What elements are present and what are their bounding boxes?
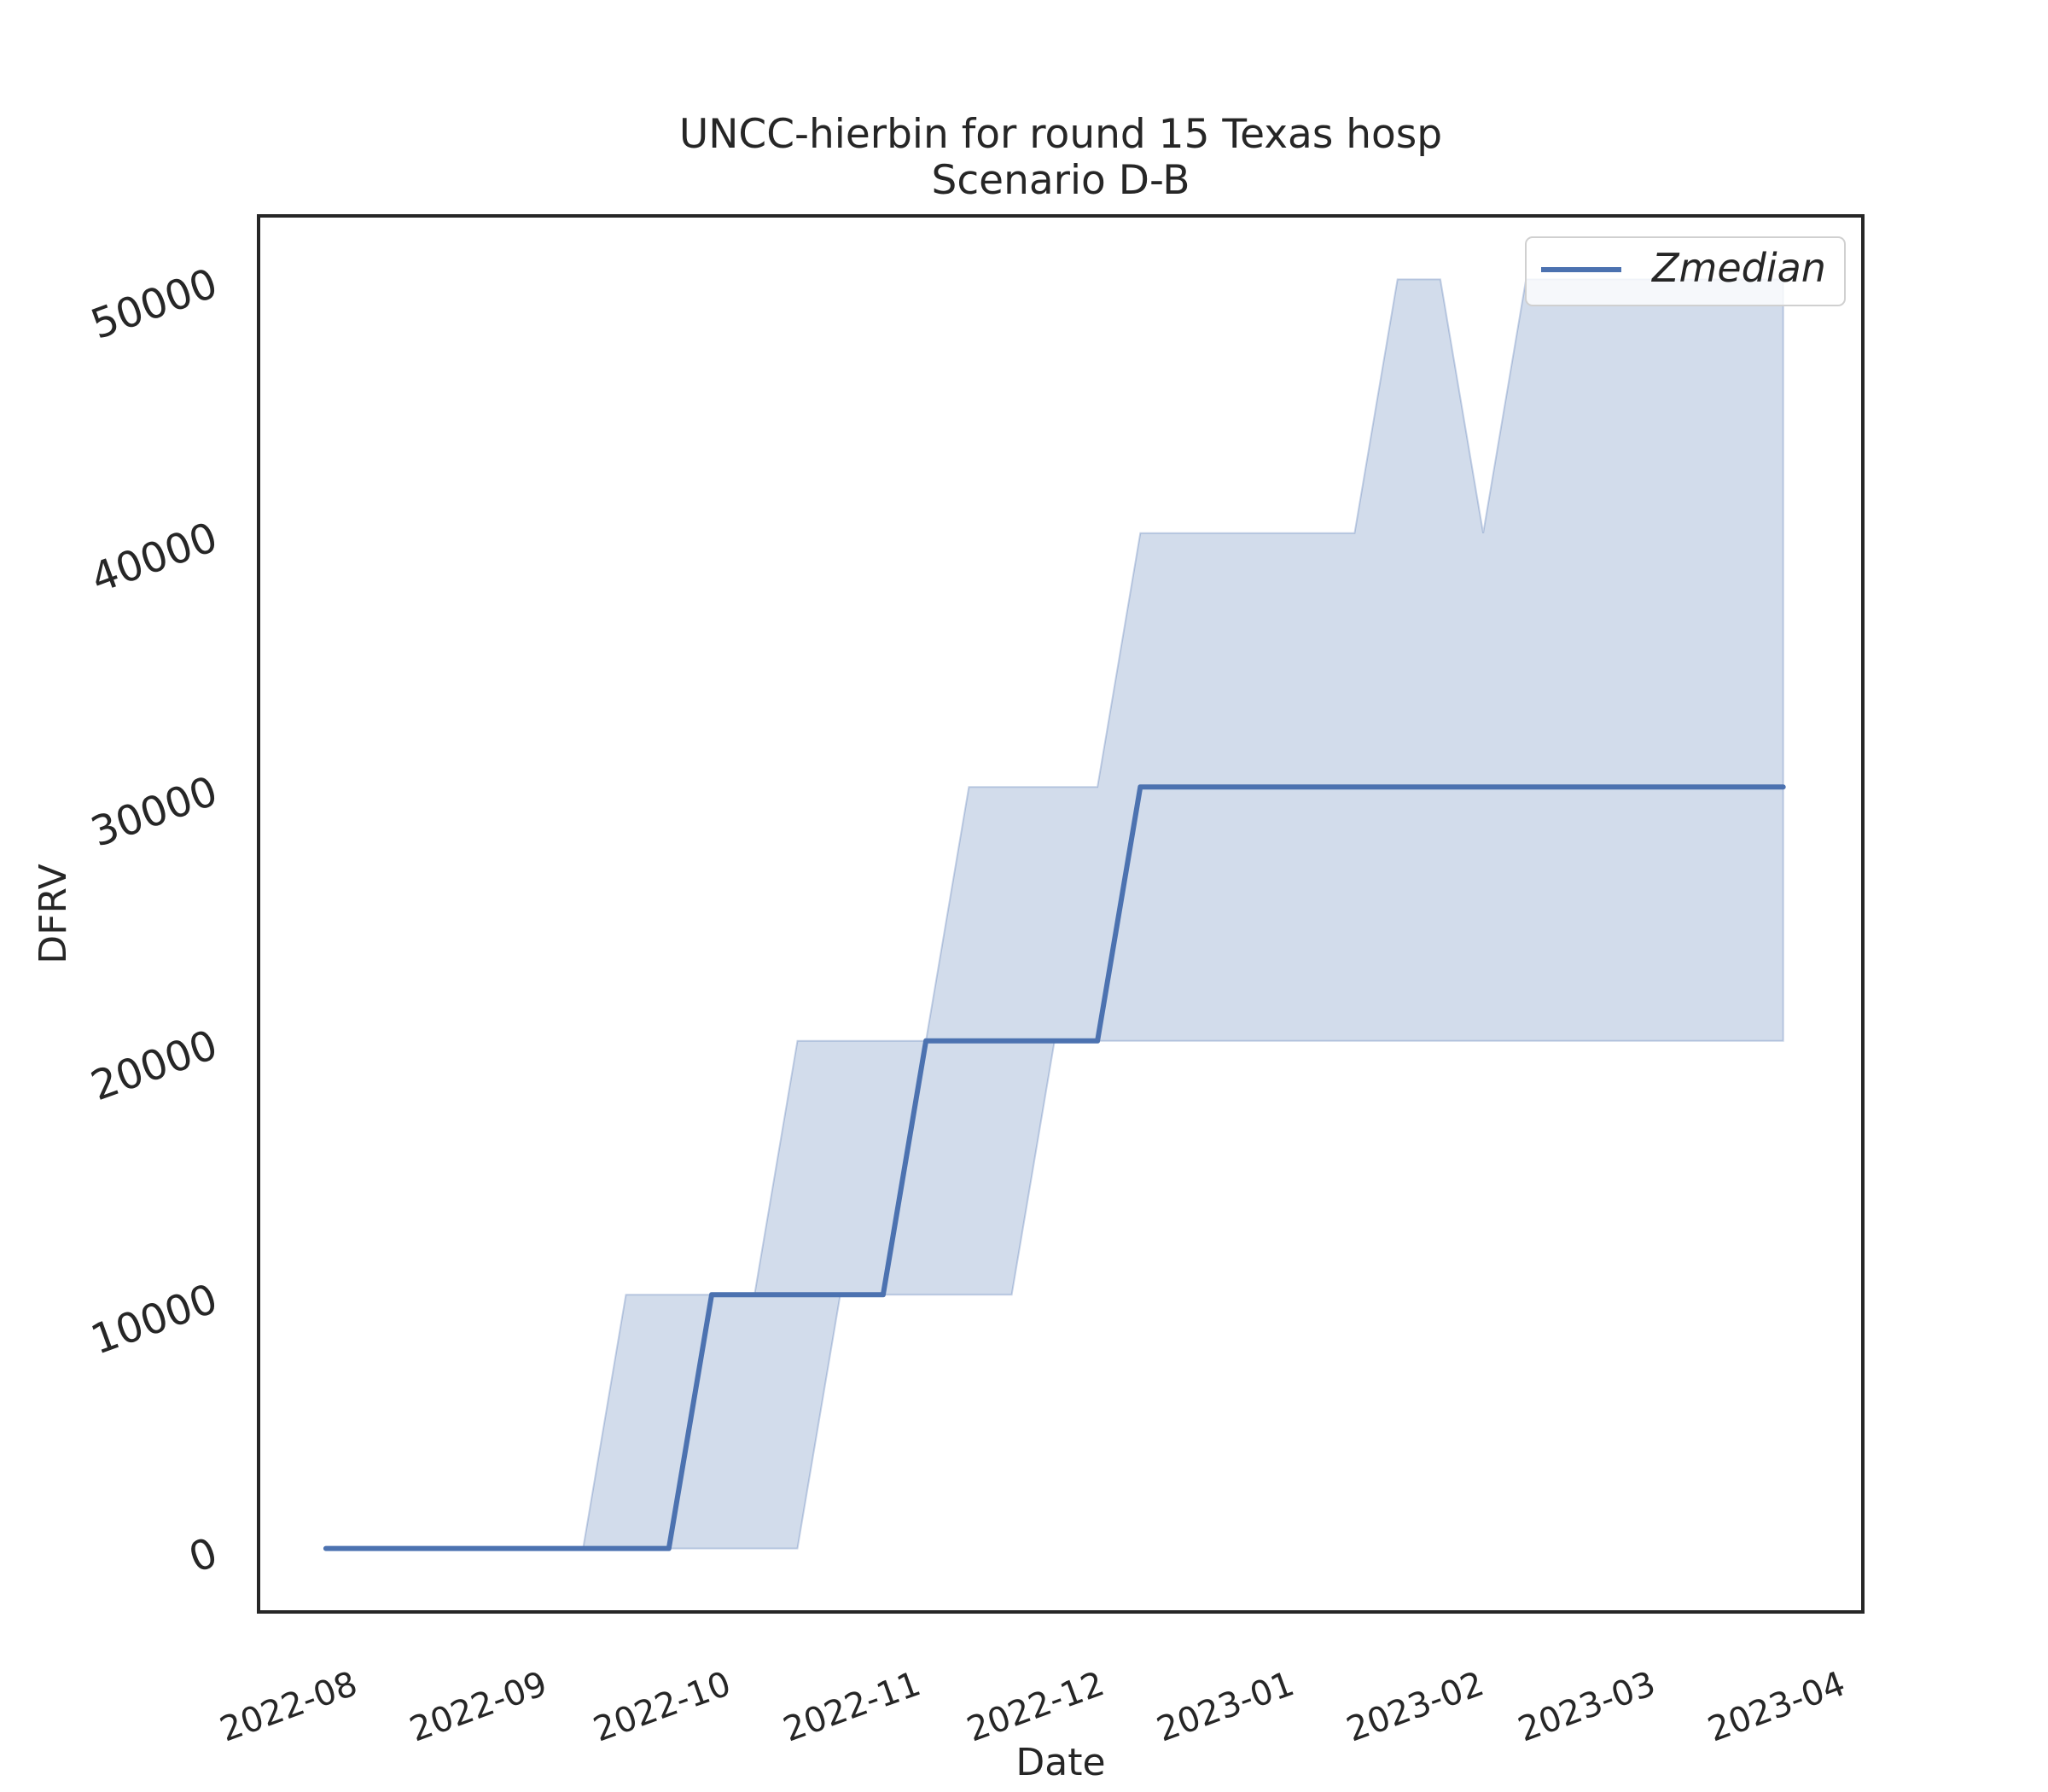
y-tick-label: 40000: [84, 513, 224, 602]
legend: Zmedian: [1525, 236, 1846, 306]
plot-frame: [257, 214, 1865, 1614]
y-tick-label: 50000: [84, 259, 224, 349]
plot-area: [323, 278, 1786, 1551]
x-axis: 2022-08 2022-09 2022-10 2022-11 2022-12 2023-…: [215, 1664, 1850, 1749]
y-tick-label: 10000: [84, 1275, 224, 1364]
legend-box: [1525, 236, 1846, 306]
y-tick-label: 20000: [84, 1021, 224, 1110]
uncertainty-band: [325, 278, 1784, 1550]
legend-label: Zmedian: [1650, 245, 1826, 291]
y-tick-label: 0: [183, 1528, 224, 1582]
x-tick-label: 2023-04: [1703, 1664, 1851, 1749]
x-tick-label: 2023-01: [1152, 1664, 1300, 1749]
y-axis: 0 10000 20000 30000 40000 50000: [84, 259, 224, 1582]
x-tick-label: 2022-12: [962, 1664, 1109, 1749]
chart-title: UNCC-hierbin for round 15 Texas hosp: [679, 111, 1442, 158]
y-tick-label: 30000: [84, 767, 224, 857]
x-tick-label: 2023-02: [1341, 1664, 1489, 1749]
x-tick-label: 2022-09: [404, 1664, 552, 1749]
y-axis-label: DFRV: [32, 864, 75, 963]
x-tick-label: 2022-10: [589, 1664, 736, 1749]
x-tick-label: 2022-08: [215, 1664, 363, 1749]
series-line-zmedian: [323, 784, 1786, 1551]
x-tick-label: 2022-11: [778, 1664, 926, 1749]
x-tick-label: 2023-03: [1513, 1664, 1661, 1749]
chart-subtitle: Scenario D-B: [932, 157, 1190, 204]
x-axis-label: Date: [1015, 1741, 1105, 1784]
